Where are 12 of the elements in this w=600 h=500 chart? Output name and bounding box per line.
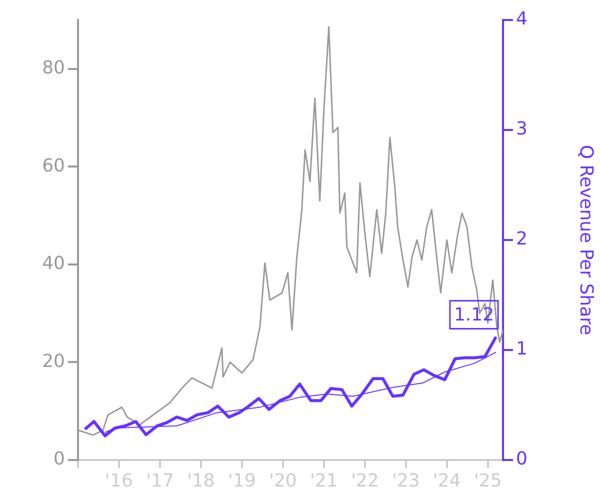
y2-tick-label: 2 <box>516 228 528 250</box>
y-tick-label: 80 <box>42 58 65 79</box>
y-tick-label: 40 <box>42 253 65 274</box>
y2-tick-label: 0 <box>516 448 528 470</box>
y2-tick-label: 4 <box>516 8 528 30</box>
y-tick-label: 0 <box>54 448 65 470</box>
y2-axis-title: Q Revenue Per Share <box>576 144 597 336</box>
y2-tick-label: 1 <box>516 338 528 360</box>
data-label: 1.12 <box>454 304 494 326</box>
y-tick-label: 60 <box>42 155 65 176</box>
y-tick-label: 20 <box>42 350 65 372</box>
y2-tick-label: 3 <box>516 118 528 140</box>
